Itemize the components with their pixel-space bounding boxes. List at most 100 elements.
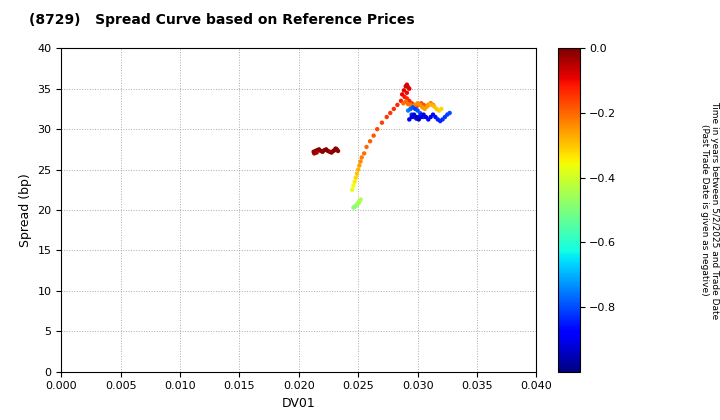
- Point: [311, 149, 323, 156]
- Point: [414, 102, 426, 108]
- Point: [349, 203, 361, 210]
- Point: [364, 138, 376, 144]
- Point: [308, 150, 320, 157]
- Point: [444, 110, 456, 116]
- Point: [415, 114, 427, 121]
- Point: [410, 102, 421, 108]
- Point: [355, 196, 366, 203]
- Point: [349, 178, 361, 185]
- Point: [425, 114, 436, 121]
- Point: [350, 202, 361, 209]
- Point: [397, 91, 408, 98]
- Point: [351, 202, 363, 208]
- Point: [355, 158, 366, 165]
- Point: [408, 102, 420, 108]
- Point: [412, 107, 423, 114]
- Point: [432, 116, 444, 123]
- Point: [425, 100, 436, 107]
- Point: [395, 97, 407, 104]
- Point: [420, 103, 432, 110]
- Point: [403, 116, 415, 123]
- Point: [330, 145, 341, 152]
- Point: [406, 111, 418, 118]
- Point: [413, 116, 425, 123]
- Point: [392, 102, 403, 108]
- Point: [315, 147, 327, 154]
- Point: [331, 146, 343, 153]
- Point: [420, 114, 432, 121]
- Point: [348, 204, 359, 211]
- Point: [328, 147, 339, 154]
- Point: [400, 83, 412, 89]
- Point: [412, 100, 423, 107]
- Point: [397, 100, 409, 107]
- Point: [324, 148, 336, 155]
- Text: (8729)   Spread Curve based on Reference Prices: (8729) Spread Curve based on Reference P…: [29, 13, 415, 26]
- Point: [427, 111, 438, 118]
- Point: [403, 85, 415, 92]
- Point: [410, 115, 422, 122]
- Point: [423, 116, 434, 123]
- Point: [328, 147, 341, 154]
- Point: [351, 170, 363, 177]
- Point: [322, 147, 333, 154]
- Point: [415, 100, 427, 107]
- Point: [415, 111, 427, 118]
- Point: [406, 100, 418, 107]
- Point: [312, 147, 323, 154]
- Point: [348, 182, 359, 189]
- Point: [441, 111, 453, 118]
- Point: [433, 107, 445, 114]
- Point: [423, 102, 434, 108]
- Point: [402, 84, 414, 90]
- Point: [418, 111, 429, 118]
- Point: [403, 97, 415, 104]
- Point: [439, 114, 451, 121]
- Point: [399, 93, 410, 100]
- Point: [426, 102, 438, 108]
- Point: [310, 147, 321, 154]
- Point: [428, 103, 440, 110]
- Point: [313, 146, 325, 153]
- Point: [356, 154, 367, 161]
- Point: [346, 186, 358, 193]
- Y-axis label: Spread (bp): Spread (bp): [19, 173, 32, 247]
- Point: [405, 102, 416, 108]
- Point: [405, 105, 416, 112]
- Point: [384, 110, 396, 116]
- Point: [419, 105, 431, 112]
- Point: [431, 105, 442, 112]
- Point: [317, 148, 328, 155]
- Point: [417, 104, 428, 111]
- Point: [413, 102, 425, 108]
- Point: [325, 149, 337, 156]
- Point: [402, 101, 414, 108]
- Point: [407, 103, 418, 110]
- Point: [388, 105, 400, 112]
- Point: [318, 147, 330, 154]
- Point: [308, 148, 320, 155]
- X-axis label: DV01: DV01: [282, 397, 315, 410]
- Point: [361, 144, 372, 150]
- Point: [353, 200, 364, 206]
- Point: [410, 105, 421, 112]
- Point: [407, 104, 418, 111]
- Point: [437, 116, 449, 123]
- Point: [354, 162, 365, 169]
- Point: [352, 200, 364, 207]
- Point: [332, 147, 343, 154]
- Point: [354, 198, 365, 205]
- Point: [401, 81, 413, 88]
- Point: [320, 146, 332, 153]
- Point: [408, 111, 420, 118]
- Point: [350, 174, 361, 181]
- Point: [410, 103, 422, 110]
- Point: [418, 102, 429, 108]
- Point: [381, 114, 392, 121]
- Point: [418, 114, 429, 121]
- Point: [436, 105, 447, 112]
- Point: [359, 150, 370, 157]
- Point: [398, 87, 410, 94]
- Point: [423, 101, 435, 108]
- Point: [376, 119, 387, 126]
